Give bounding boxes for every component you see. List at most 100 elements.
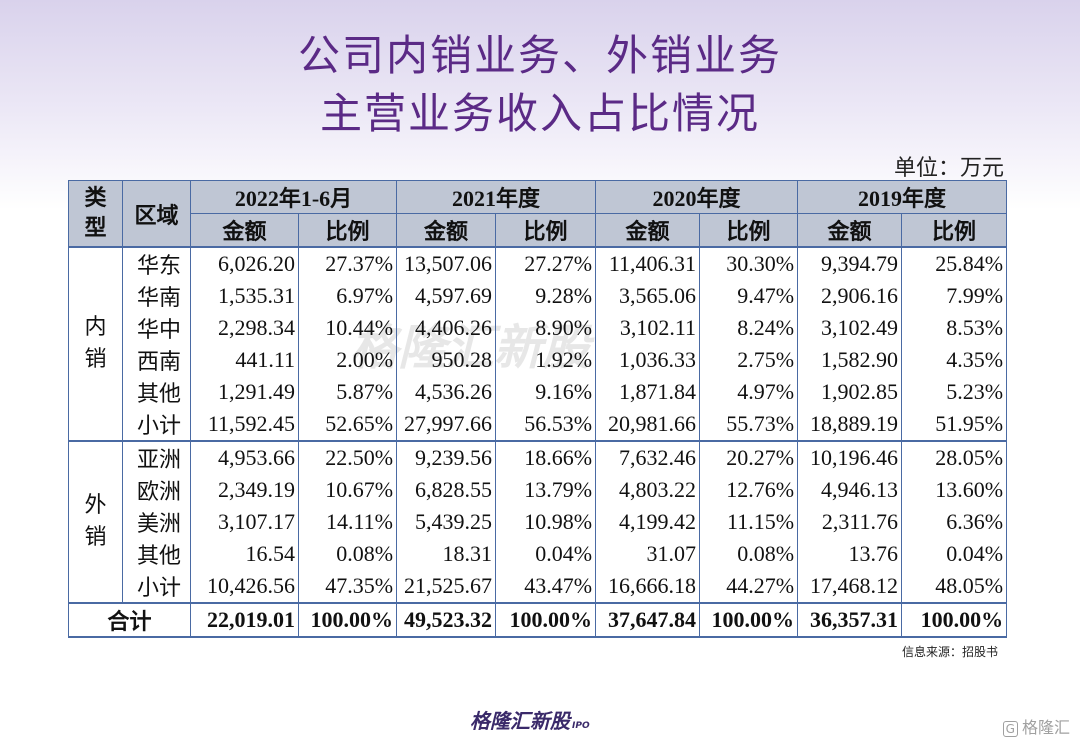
total-row: 合计 22,019.01 100.00% 49,523.32 100.00% 37,647… [68,602,1008,638]
ratio-cell: 27.37% [297,246,398,280]
amount-cell: 11,406.31 [595,246,701,280]
amount-cell: 4,406.26 [396,312,497,344]
total-amount-cell: 22,019.01 [190,602,299,638]
ratio-cell: 44.27% [699,570,799,603]
amount-cell: 4,803.22 [595,474,701,506]
total-amount-cell: 36,357.31 [797,602,903,638]
ratio-cell: 22.50% [297,440,398,474]
region-cell: 华南 [122,280,191,312]
ratio-cell: 0.08% [699,538,799,570]
amount-cell: 4,946.13 [797,474,903,506]
amount-cell: 7,632.46 [595,440,701,474]
ratio-cell: 10.44% [297,312,398,344]
ratio-cell: 9.47% [699,280,799,312]
amount-cell: 3,102.49 [797,312,903,344]
ratio-cell: 2.75% [699,344,799,376]
table-row: 其他 16.54 0.08% 18.31 0.04% 31.07 0.08% 13.76 0.0… [69,538,1008,570]
table-row: 华南 1,535.31 6.97% 4,597.69 9.28% 3,565.06 9.47… [69,280,1008,312]
region-cell: 小计 [122,408,191,441]
table-row: 华中 2,298.34 10.44% 4,406.26 8.90% 3,102.11 8.2… [69,312,1008,344]
amount-cell: 2,298.34 [190,312,299,344]
amount-cell: 6,026.20 [190,246,299,280]
amount-cell: 17,468.12 [797,570,903,603]
header-ratio: 比例 [699,213,799,248]
header-type-text: 类型 [84,185,107,241]
ratio-cell: 56.53% [495,408,597,441]
amount-cell: 13,507.06 [396,246,497,280]
brand-logo: 格隆汇新股 IPO [470,705,590,734]
region-cell: 华中 [122,312,191,344]
amount-cell: 27,997.66 [396,408,497,441]
amount-cell: 10,196.46 [797,440,903,474]
region-cell: 美洲 [122,506,191,538]
amount-cell: 3,102.11 [595,312,701,344]
amount-cell: 9,239.56 [396,440,497,474]
header-ratio: 比例 [297,213,398,248]
amount-cell: 16,666.18 [595,570,701,603]
ratio-cell: 9.16% [495,376,597,408]
amount-cell: 950.28 [396,344,497,376]
amount-cell: 1,036.33 [595,344,701,376]
ratio-cell: 2.00% [297,344,398,376]
amount-cell: 2,906.16 [797,280,903,312]
amount-cell: 4,953.66 [190,440,299,474]
page-title-line1: 公司内销业务、外销业务 [297,31,782,80]
ratio-cell: 55.73% [699,408,799,441]
amount-cell: 31.07 [595,538,701,570]
category-cell: 内销 [68,246,123,442]
amount-cell: 10,426.56 [190,570,299,603]
ratio-cell: 4.97% [699,376,799,408]
region-cell: 其他 [122,376,191,408]
region-cell: 小计 [122,570,191,603]
ratio-cell: 6.97% [297,280,398,312]
total-ratio-cell: 100.00% [901,602,1008,638]
ratio-cell: 13.60% [901,474,1008,506]
ratio-cell: 25.84% [901,246,1008,280]
amount-cell: 5,439.25 [396,506,497,538]
ratio-cell: 6.36% [901,506,1008,538]
amount-cell: 21,525.67 [396,570,497,603]
ratio-cell: 10.67% [297,474,398,506]
header-period: 2020年度 [595,180,799,214]
ratio-cell: 47.35% [297,570,398,603]
total-ratio-cell: 100.00% [699,602,799,638]
table-row: 外销 亚洲 4,953.66 22.50% 9,239.56 18.66% 7,632.46… [68,440,1008,604]
category-label: 内销 [84,315,107,372]
ratio-cell: 5.23% [901,376,1008,408]
ratio-cell: 51.95% [901,408,1008,441]
amount-cell: 9,394.79 [797,246,903,280]
ratio-cell: 48.05% [901,570,1008,603]
table-row: 西南 441.11 2.00% 950.28 1.92% 1,036.33 2.75% 1,5… [69,344,1008,376]
header-row-metrics: 金额 比例 金额 比例 金额 比例 金额 比例 [69,213,1008,248]
ratio-cell: 4.35% [901,344,1008,376]
table-row: 欧洲 2,349.19 10.67% 6,828.55 13.79% 4,803.22 12… [69,474,1008,506]
category-cell: 外销 [68,440,123,604]
amount-cell: 1,871.84 [595,376,701,408]
watermark-text: 格隆汇 [1021,718,1070,737]
total-amount-cell: 37,647.84 [595,602,701,638]
corner-watermark: G 格隆汇 [1002,714,1070,738]
region-cell: 其他 [122,538,191,570]
ratio-cell: 7.99% [901,280,1008,312]
ratio-cell: 0.04% [901,538,1008,570]
watermark-icon: G [1002,721,1018,737]
amount-cell: 4,199.42 [595,506,701,538]
logo-text: 格隆汇新股 [470,709,570,733]
ratio-cell: 0.08% [297,538,398,570]
ratio-cell: 9.28% [495,280,597,312]
ratio-cell: 0.04% [495,538,597,570]
header-amount: 金额 [396,213,497,248]
amount-cell: 1,582.90 [797,344,903,376]
table-row: 其他 1,291.49 5.87% 4,536.26 9.16% 1,871.84 4.97… [69,376,1008,408]
category-label: 外销 [84,493,107,550]
amount-cell: 4,597.69 [396,280,497,312]
amount-cell: 3,107.17 [190,506,299,538]
header-amount: 金额 [797,213,903,248]
amount-cell: 441.11 [190,344,299,376]
ratio-cell: 28.05% [901,440,1008,474]
ratio-cell: 8.90% [495,312,597,344]
logo-suffix: IPO [572,721,590,731]
unit-label: 单位：万元 [893,156,1004,181]
table-row: 内销 华东 6,026.20 27.37% 13,507.06 27.27% 11,406.… [68,246,1008,442]
amount-cell: 2,311.76 [797,506,903,538]
